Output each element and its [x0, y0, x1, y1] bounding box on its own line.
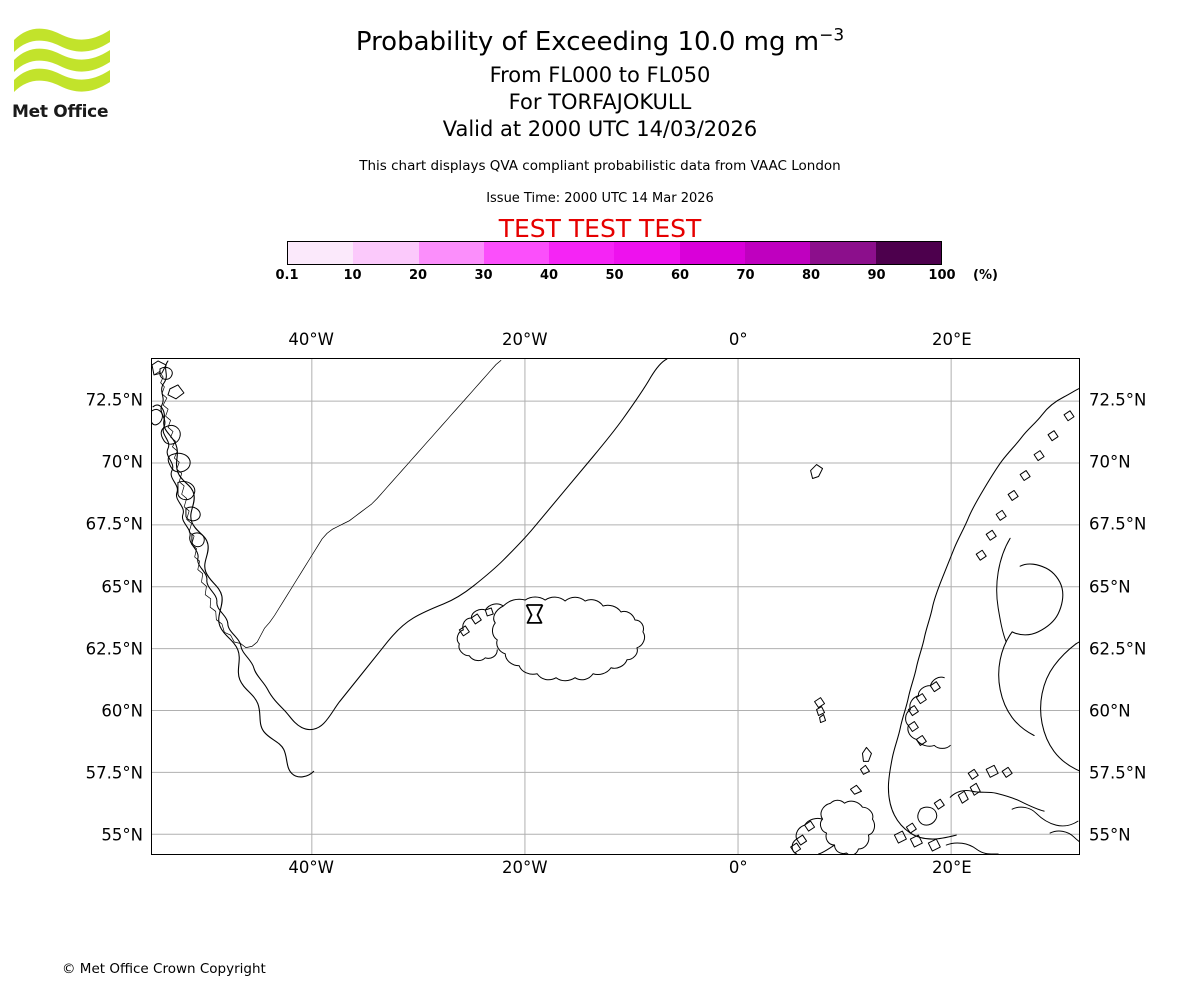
map-canvas	[152, 359, 1079, 854]
lat-label-left-57.5°N: 57.5°N	[85, 763, 143, 783]
test-banner: TEST TEST TEST	[498, 214, 702, 243]
lat-label-right-72.5°N: 72.5°N	[1089, 390, 1147, 410]
lat-label-right-55°N: 55°N	[1089, 825, 1131, 845]
lon-label-bottom-20°E: 20°E	[932, 858, 972, 877]
met-office-logo: Met Office	[12, 18, 112, 122]
colorbar-tick-80: 80	[801, 268, 821, 283]
faroe-islands	[814, 697, 827, 724]
lat-label-right-62.5°N: 62.5°N	[1089, 639, 1147, 659]
iceland-coast	[456, 596, 646, 682]
qva-note: This chart displays QVA compliant probab…	[359, 158, 841, 174]
colorbar-segment-2	[418, 242, 484, 264]
lon-label-bottom-40°W: 40°W	[288, 858, 334, 877]
lon-label-top-0°: 0°	[728, 330, 748, 349]
british-isles-coast	[790, 799, 876, 854]
colorbar-segment-1	[353, 242, 419, 264]
lon-label-top-20°E: 20°E	[932, 330, 972, 349]
colorbar-tick-labels: 0.1 10 20 30 40 50 60 70 80 90 100	[275, 268, 955, 286]
colorbar-segment-0	[288, 242, 354, 264]
met-office-wordmark: Met Office	[12, 102, 109, 122]
shetland-islands	[861, 746, 872, 762]
jan-mayen-island	[810, 464, 824, 480]
lat-label-right-70°N: 70°N	[1089, 452, 1131, 472]
lat-label-left-70°N: 70°N	[101, 452, 143, 472]
colorbar-tick-10: 10	[343, 268, 362, 283]
lat-label-right-57.5°N: 57.5°N	[1089, 763, 1147, 783]
lat-label-right-67.5°N: 67.5°N	[1089, 514, 1147, 534]
page-title-text: Probability of Exceeding 10.0 mg m	[355, 27, 820, 57]
colorbar-tick-90: 90	[867, 268, 886, 283]
scandinavia-coast	[887, 387, 1079, 854]
page-title-exponent: −3	[819, 25, 845, 46]
copyright-notice: © Met Office Crown Copyright	[62, 961, 266, 977]
colorbar-tick-30: 30	[474, 268, 493, 283]
lat-label-right-60°N: 60°N	[1089, 701, 1131, 721]
lat-label-left-62.5°N: 62.5°N	[85, 639, 143, 659]
lon-label-top-40°W: 40°W	[288, 330, 334, 349]
volcano-subtitle: For TORFAJOKULL	[508, 90, 692, 114]
colorbar-segment-7	[745, 242, 811, 264]
colorbar-tick-70: 70	[736, 268, 755, 283]
map-plot-area[interactable]	[151, 358, 1080, 855]
coastlines	[152, 359, 1079, 854]
colorbar-segment-8	[810, 242, 876, 264]
orkney-islands	[849, 784, 862, 795]
lon-label-top-20°W: 20°W	[501, 330, 548, 349]
probability-colorbar	[287, 241, 942, 265]
denmark-jutland	[933, 798, 945, 810]
met-office-waves-icon	[14, 28, 110, 92]
lat-label-left-60°N: 60°N	[101, 701, 143, 721]
volcano-source-marker	[525, 604, 544, 624]
lat-label-right-65°N: 65°N	[1089, 577, 1131, 597]
lat-label-left-65°N: 65°N	[101, 577, 143, 597]
page-title: Probability of Exceeding 10.0 mg m−3	[0, 26, 1200, 58]
lon-label-bottom-20°W: 20°W	[501, 858, 548, 877]
lat-label-left-72.5°N: 72.5°N	[85, 390, 143, 410]
colorbar-segment-3	[483, 242, 550, 264]
colorbar-tick-40: 40	[539, 268, 559, 283]
colorbar-segment-6	[679, 242, 746, 264]
lat-label-left-67.5°N: 67.5°N	[85, 514, 143, 534]
lat-label-left-55°N: 55°N	[101, 825, 143, 845]
colorbar-tick-50: 50	[605, 268, 624, 283]
valid-time-subtitle: Valid at 2000 UTC 14/03/2026	[442, 117, 758, 141]
colorbar-tick-60: 60	[670, 268, 690, 283]
colorbar-tick-20: 20	[408, 268, 428, 283]
colorbar-segment-5	[614, 242, 680, 264]
colorbar-segment-9	[875, 242, 941, 264]
issue-time-label: Issue Time: 2000 UTC 14 Mar 2026	[486, 191, 714, 206]
map-gridlines	[152, 359, 1079, 854]
colorbar-tick-0.1: 0.1	[275, 268, 299, 283]
colorbar-units-label: (%)	[973, 268, 998, 283]
lon-label-bottom-0°: 0°	[728, 858, 748, 877]
colorbar-tick-100: 100	[928, 268, 956, 283]
flight-level-subtitle: From FL000 to FL050	[489, 63, 711, 87]
volcano-marker	[525, 604, 544, 624]
colorbar-segment-4	[549, 242, 615, 264]
